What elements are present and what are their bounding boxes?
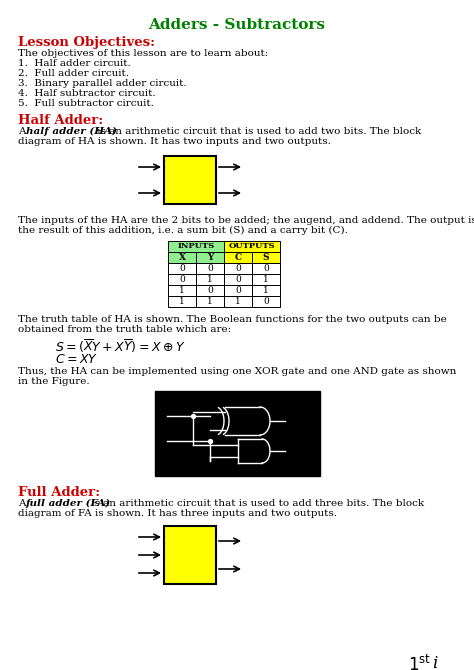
Text: 0: 0 [235, 286, 241, 295]
Text: A: A [18, 499, 29, 508]
Bar [196, 296, 224, 307]
Text: 1: 1 [207, 275, 213, 284]
Text: 1: 1 [179, 286, 185, 295]
Text: $C = XY$: $C = XY$ [55, 353, 98, 366]
Bar [252, 274, 280, 285]
Text: A: A [18, 127, 29, 136]
Text: $1^{\rm st}$: $1^{\rm st}$ [408, 655, 431, 670]
Text: the result of this addition, i.e. a sum bit (S) and a carry bit (C).: the result of this addition, i.e. a sum … [18, 226, 348, 235]
Bar [168, 274, 196, 285]
Text: Full Adder:: Full Adder: [18, 486, 100, 499]
Text: 5.  Full subtractor circuit.: 5. Full subtractor circuit. [18, 99, 154, 108]
Text: 1: 1 [235, 297, 241, 306]
Bar [252, 252, 280, 263]
Text: 0: 0 [235, 264, 241, 273]
Text: C: C [235, 253, 242, 262]
Text: i: i [432, 655, 438, 670]
Text: Half Adder:: Half Adder: [18, 114, 103, 127]
Bar [155, 391, 320, 476]
Text: 1: 1 [207, 297, 213, 306]
Text: diagram of HA is shown. It has two inputs and two outputs.: diagram of HA is shown. It has two input… [18, 137, 331, 146]
Text: Thus, the HA can be implemented using one XOR gate and one AND gate as shown: Thus, the HA can be implemented using on… [18, 367, 456, 376]
Text: S: S [263, 253, 269, 262]
Text: is an arithmetic circuit that is used to add two bits. The block: is an arithmetic circuit that is used to… [94, 127, 421, 136]
Bar [224, 241, 280, 252]
Text: Lesson Objectives:: Lesson Objectives: [18, 36, 155, 49]
Bar [168, 252, 196, 263]
Bar [252, 296, 280, 307]
Text: Y: Y [207, 253, 213, 262]
Text: $S = (\overline{X}Y + X\overline{Y}) = X \oplus Y$: $S = (\overline{X}Y + X\overline{Y}) = X… [55, 338, 185, 355]
Text: 1: 1 [263, 286, 269, 295]
Bar [164, 526, 216, 584]
Text: half adder (HA): half adder (HA) [26, 127, 117, 136]
Bar [168, 263, 196, 274]
Text: diagram of FA is shown. It has three inputs and two outputs.: diagram of FA is shown. It has three inp… [18, 509, 337, 518]
Text: in the Figure.: in the Figure. [18, 377, 90, 386]
Text: OUTPUTS: OUTPUTS [228, 242, 275, 250]
Bar [168, 241, 224, 252]
Text: 1: 1 [179, 297, 185, 306]
Text: 3.  Binary parallel adder circuit.: 3. Binary parallel adder circuit. [18, 79, 187, 88]
Bar [224, 252, 252, 263]
Text: Adders - Subtractors: Adders - Subtractors [148, 18, 326, 32]
Text: 1.  Half adder circuit.: 1. Half adder circuit. [18, 59, 131, 68]
Bar [196, 274, 224, 285]
Bar [164, 156, 216, 204]
Bar [224, 285, 252, 296]
Bar [224, 274, 252, 285]
Text: 1: 1 [263, 275, 269, 284]
Text: 0: 0 [179, 275, 185, 284]
Text: 4.  Half subtractor circuit.: 4. Half subtractor circuit. [18, 89, 155, 98]
Bar [252, 285, 280, 296]
Text: The objectives of this lesson are to learn about:: The objectives of this lesson are to lea… [18, 49, 268, 58]
Bar [168, 285, 196, 296]
Bar [168, 296, 196, 307]
Text: X: X [179, 253, 185, 262]
Text: 0: 0 [179, 264, 185, 273]
Bar [196, 285, 224, 296]
Text: 0: 0 [235, 275, 241, 284]
Text: 0: 0 [207, 286, 213, 295]
Text: The inputs of the HA are the 2 bits to be added; the augend, and addend. The out: The inputs of the HA are the 2 bits to b… [18, 216, 474, 225]
Text: 2.  Full adder circuit.: 2. Full adder circuit. [18, 69, 129, 78]
Bar [224, 296, 252, 307]
Bar [196, 252, 224, 263]
Text: 0: 0 [263, 297, 269, 306]
Text: is an arithmetic circuit that is used to add three bits. The block: is an arithmetic circuit that is used to… [88, 499, 424, 508]
Bar [252, 263, 280, 274]
Text: INPUTS: INPUTS [177, 242, 215, 250]
Text: full adder (FA): full adder (FA) [26, 499, 111, 508]
Bar [196, 263, 224, 274]
Text: 0: 0 [207, 264, 213, 273]
Text: The truth table of HA is shown. The Boolean functions for the two outputs can be: The truth table of HA is shown. The Bool… [18, 315, 447, 324]
Text: obtained from the truth table which are:: obtained from the truth table which are: [18, 325, 231, 334]
Text: 0: 0 [263, 264, 269, 273]
Bar [224, 263, 252, 274]
